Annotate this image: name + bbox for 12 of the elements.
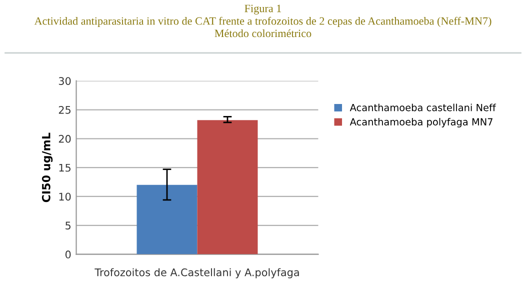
legend-label: Acanthamoeba polyfaga MN7 (350, 118, 492, 128)
x-tick-label: Trofozoitos de A.Castellani y A.polyfaga (94, 268, 299, 278)
y-tick-label: 10 (59, 192, 71, 201)
y-tick-label: 0 (65, 250, 71, 258)
chart-title: Figura 1 Actividad antiparasitaria in vitro de CAT frente a trofozoitos de 2 cepas de Acanthamoeba (Neff-MN7) Método colorimétrico (34, 4, 492, 38)
y-tick-label: 25 (58, 106, 70, 114)
y-tick-label: 20 (58, 134, 71, 143)
y-tick-label: 5 (66, 222, 70, 230)
y-tick-label: 15 (59, 164, 70, 172)
y-tick-label: 30 (58, 77, 71, 85)
legend-label: Acanthamoeba castellani Neff (350, 104, 496, 112)
y-axis-title: CI50 ug/mL (42, 132, 53, 202)
